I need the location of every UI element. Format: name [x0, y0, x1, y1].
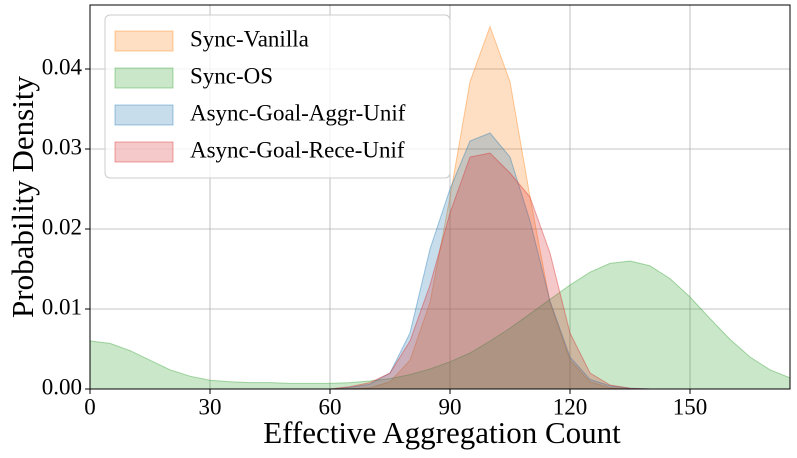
y-tick-label: 0.01: [42, 294, 82, 319]
legend-box: [104, 14, 451, 179]
x-axis-label: Effective Aggregation Count: [263, 415, 621, 450]
legend-label: Sync-Vanilla: [190, 26, 309, 51]
legend-swatch: [114, 30, 174, 52]
area: [89, 260, 791, 390]
y-tick-label: 0.00: [42, 374, 82, 399]
y-axis-label: Probability Density: [5, 76, 40, 318]
legend-label: Async-Goal-Rece-Unif: [190, 137, 405, 162]
plot-frame: [89, 4, 791, 390]
x-tick-label: 90: [439, 394, 462, 419]
x-tick-label: 150: [673, 394, 708, 419]
x-tick-label: 0: [84, 394, 96, 419]
legend-label: Sync-OS: [190, 63, 273, 88]
legend: Sync-Vanilla Sync-OS Async-Goal-Aggr-Unif A…: [104, 14, 451, 179]
legend-swatch: [114, 141, 174, 163]
legend-swatch: [114, 67, 174, 89]
x-tick-label: 60: [319, 394, 342, 419]
legend-swatch: [114, 104, 174, 126]
legend-label: Async-Goal-Aggr-Unif: [190, 100, 406, 125]
y-tick-label: 0.04: [42, 54, 83, 79]
x-tick-label: 120: [553, 394, 588, 419]
y-tick-label: 0.02: [42, 214, 82, 239]
y-tick-label: 0.03: [42, 134, 82, 159]
x-tick-label: 30: [199, 394, 222, 419]
